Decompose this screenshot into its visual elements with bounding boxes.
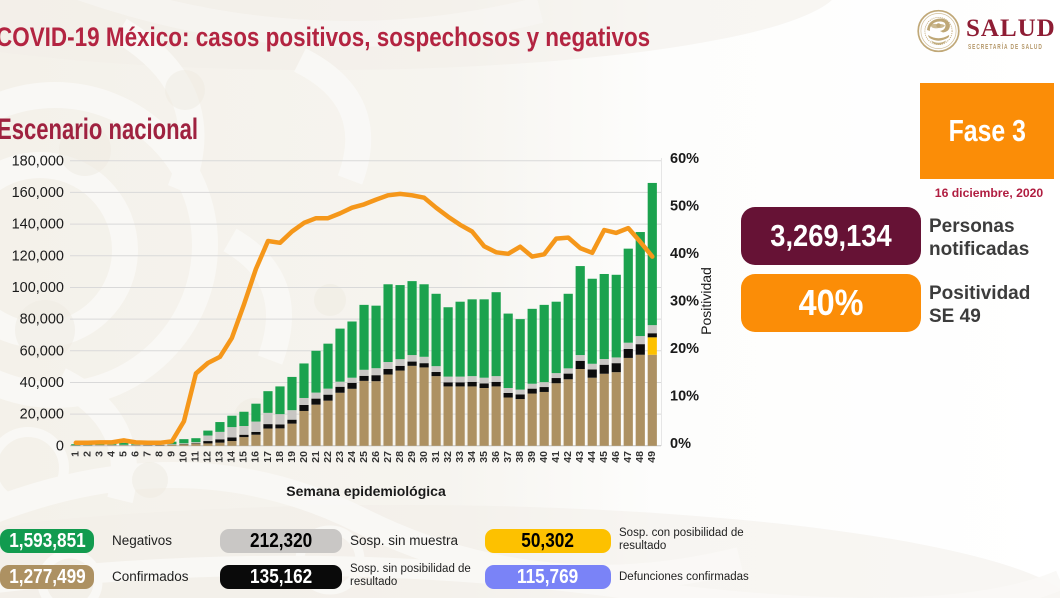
svg-text:20%: 20% <box>670 341 699 357</box>
svg-text:30%: 30% <box>670 293 699 309</box>
svg-text:26: 26 <box>370 451 382 463</box>
svg-text:41: 41 <box>550 451 562 463</box>
svg-text:24: 24 <box>346 451 358 463</box>
svg-text:33: 33 <box>454 451 466 463</box>
svg-text:60,000: 60,000 <box>20 343 64 359</box>
svg-text:19: 19 <box>286 451 298 463</box>
svg-text:120,000: 120,000 <box>12 248 64 264</box>
svg-text:34: 34 <box>466 451 478 463</box>
svg-text:43: 43 <box>574 451 586 463</box>
svg-text:32: 32 <box>442 451 454 463</box>
svg-text:39: 39 <box>526 451 538 463</box>
svg-text:18: 18 <box>274 451 286 463</box>
svg-text:2: 2 <box>82 451 94 457</box>
svg-text:38: 38 <box>514 451 526 463</box>
svg-text:46: 46 <box>610 451 622 463</box>
svg-text:6: 6 <box>130 451 142 457</box>
svg-text:8: 8 <box>154 451 166 457</box>
svg-text:28: 28 <box>394 451 406 463</box>
svg-text:1: 1 <box>70 451 82 457</box>
svg-text:9: 9 <box>166 451 178 457</box>
svg-text:60%: 60% <box>670 151 699 167</box>
svg-text:12: 12 <box>202 451 214 463</box>
svg-text:31: 31 <box>430 451 442 463</box>
svg-text:44: 44 <box>586 451 598 463</box>
svg-text:47: 47 <box>622 451 634 463</box>
svg-text:15: 15 <box>238 451 250 463</box>
svg-text:35: 35 <box>478 451 490 463</box>
svg-text:20: 20 <box>298 451 310 463</box>
svg-text:160,000: 160,000 <box>12 185 64 201</box>
svg-text:40%: 40% <box>670 246 699 262</box>
svg-text:30: 30 <box>418 451 430 463</box>
svg-text:50%: 50% <box>670 198 699 214</box>
svg-text:25: 25 <box>358 451 370 463</box>
svg-text:36: 36 <box>490 451 502 463</box>
svg-text:0%: 0% <box>670 436 691 452</box>
svg-text:4: 4 <box>106 451 118 457</box>
svg-text:13: 13 <box>214 451 226 463</box>
svg-text:40,000: 40,000 <box>20 375 64 391</box>
svg-text:7: 7 <box>142 451 154 457</box>
svg-text:180,000: 180,000 <box>12 153 64 169</box>
svg-text:42: 42 <box>562 451 574 463</box>
svg-text:Positividad: Positividad <box>698 267 714 335</box>
svg-text:20,000: 20,000 <box>20 407 64 423</box>
svg-text:23: 23 <box>334 451 346 463</box>
svg-text:49: 49 <box>646 451 658 463</box>
svg-text:0: 0 <box>56 438 64 454</box>
svg-text:100,000: 100,000 <box>12 280 64 296</box>
svg-text:16: 16 <box>250 451 262 463</box>
svg-text:22: 22 <box>322 451 334 463</box>
svg-text:29: 29 <box>406 451 418 463</box>
svg-text:21: 21 <box>310 451 322 463</box>
svg-text:37: 37 <box>502 451 514 463</box>
svg-text:17: 17 <box>262 451 274 463</box>
svg-text:11: 11 <box>190 451 202 462</box>
svg-text:27: 27 <box>382 451 394 463</box>
svg-text:3: 3 <box>94 451 106 457</box>
svg-text:14: 14 <box>226 451 238 463</box>
svg-text:140,000: 140,000 <box>12 217 64 233</box>
svg-text:48: 48 <box>634 451 646 463</box>
svg-text:40: 40 <box>538 451 550 463</box>
svg-text:10: 10 <box>178 451 190 463</box>
svg-text:5: 5 <box>118 451 130 457</box>
svg-text:10%: 10% <box>670 388 699 404</box>
svg-text:Semana epidemiológica: Semana epidemiológica <box>286 483 446 499</box>
svg-text:80,000: 80,000 <box>20 312 64 328</box>
svg-text:45: 45 <box>598 451 610 463</box>
